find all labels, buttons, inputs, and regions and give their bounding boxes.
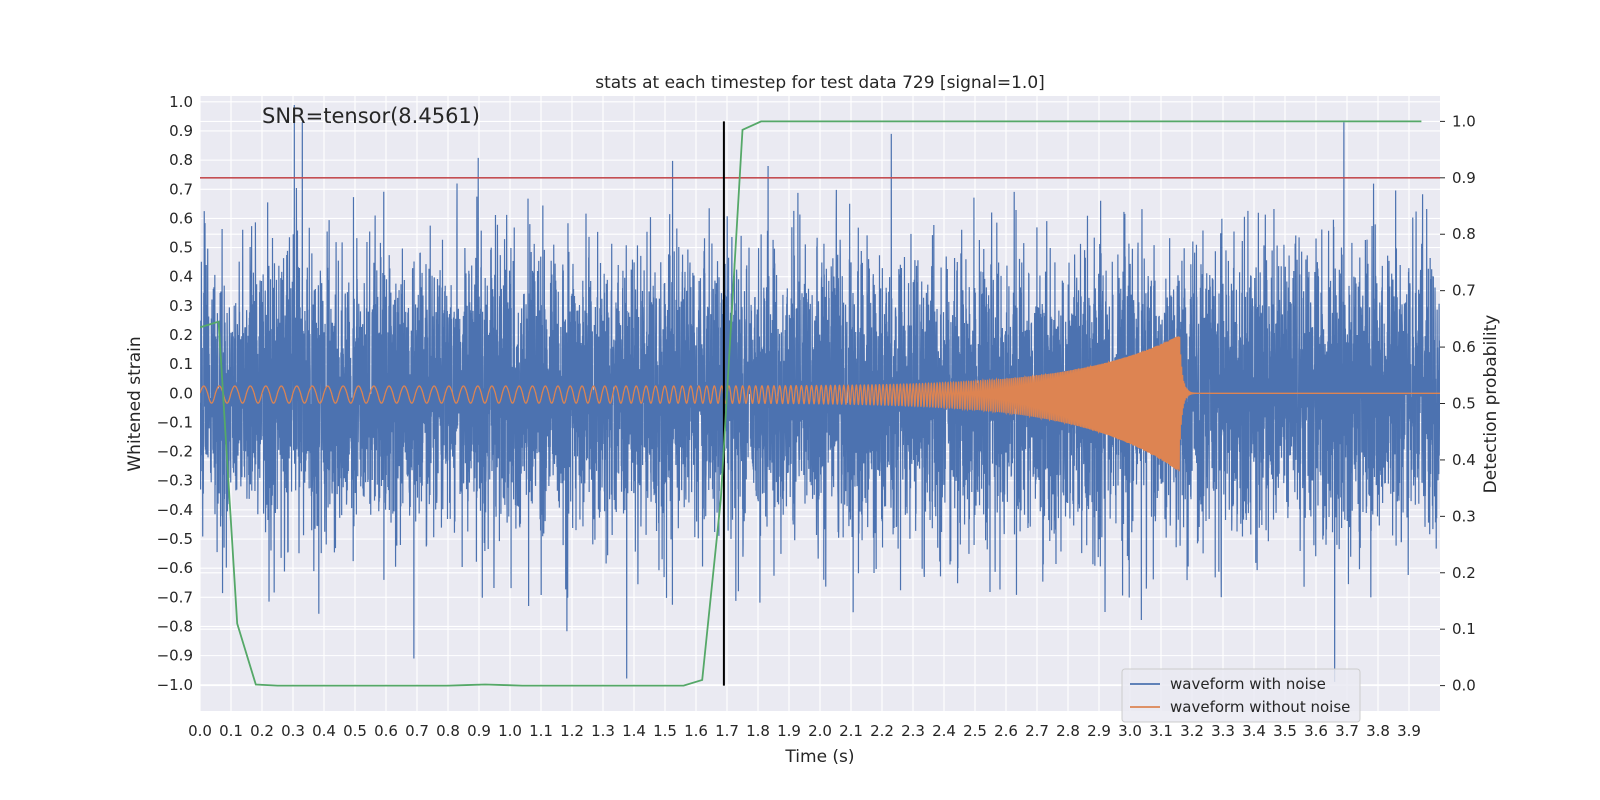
x-tick-label: 0.7 bbox=[405, 722, 429, 740]
x-tick-label: 3.9 bbox=[1397, 722, 1421, 740]
y-right-tick-label: 0.9 bbox=[1452, 169, 1476, 187]
x-axis: 0.0 0.1 0.2 0.3 0.4 0.5 0.6 0.7 0.8 0.9 1.0 1.1 1.2 1… bbox=[188, 722, 1421, 740]
y-axis-label: Whitened strain bbox=[125, 336, 145, 471]
y-tick-label: −0.9 bbox=[157, 647, 193, 665]
x-tick-label: 3.2 bbox=[1180, 722, 1204, 740]
x-tick-label: 0.8 bbox=[436, 722, 460, 740]
x-tick-label: 3.3 bbox=[1211, 722, 1235, 740]
x-tick-label: 2.8 bbox=[1056, 722, 1080, 740]
x-tick-label: 1.4 bbox=[622, 722, 646, 740]
y-tick-label: 0.4 bbox=[169, 268, 193, 286]
x-tick-label: 0.6 bbox=[374, 722, 398, 740]
x-tick-label: 3.7 bbox=[1335, 722, 1359, 740]
y-right-tick-label: 0.8 bbox=[1452, 225, 1476, 243]
y-tick-label: −0.7 bbox=[157, 588, 193, 606]
x-tick-label: 0.1 bbox=[219, 722, 243, 740]
x-tick-label: 1.0 bbox=[498, 722, 522, 740]
y-right-tick-label: 0.7 bbox=[1452, 282, 1476, 300]
legend: waveform with noise waveform without noi… bbox=[1121, 668, 1361, 723]
legend-box bbox=[1121, 668, 1361, 723]
series-line-waveform-with-noise bbox=[200, 105, 1440, 682]
y-right-axis-label: Detection probability bbox=[1481, 315, 1501, 494]
x-tick-label: 2.7 bbox=[1025, 722, 1049, 740]
x-tick-label: 3.1 bbox=[1149, 722, 1173, 740]
y-tick-label: 0.9 bbox=[169, 122, 193, 140]
y-right-tick-label: 0.4 bbox=[1452, 451, 1476, 469]
y-tick-label: −0.5 bbox=[157, 530, 193, 548]
y-axis-left: 1.0 0.9 0.8 0.7 0.6 0.5 0.4 0.3 0.2 0.1 0.0 −0.1 −0.… bbox=[157, 93, 193, 694]
x-tick-label: 2.4 bbox=[932, 722, 956, 740]
x-tick-label: 0.9 bbox=[467, 722, 491, 740]
y-right-tick-label: 0.6 bbox=[1452, 338, 1476, 356]
y-tick-label: 0.6 bbox=[169, 209, 193, 227]
x-tick-label: 2.6 bbox=[994, 722, 1018, 740]
y-tick-label: −0.8 bbox=[157, 617, 193, 635]
y-tick-label: −0.4 bbox=[157, 501, 193, 519]
x-tick-label: 0.0 bbox=[188, 722, 212, 740]
x-tick-label: 0.5 bbox=[343, 722, 367, 740]
y-right-tick-label: 0.5 bbox=[1452, 395, 1476, 413]
x-tick-label: 3.8 bbox=[1366, 722, 1390, 740]
x-tick-label: 2.9 bbox=[1087, 722, 1111, 740]
legend-entry-noise: waveform with noise bbox=[1170, 675, 1326, 693]
x-tick-label: 3.4 bbox=[1242, 722, 1266, 740]
y-right-tick-label: 0.2 bbox=[1452, 564, 1476, 582]
y-tick-label: −0.3 bbox=[157, 472, 193, 490]
y-tick-label: 0.5 bbox=[169, 239, 193, 257]
x-tick-label: 0.4 bbox=[312, 722, 336, 740]
x-tick-label: 3.0 bbox=[1118, 722, 1142, 740]
y-axis-right: 1.0 0.9 0.8 0.7 0.6 0.5 0.4 0.3 0.2 0.1 0.0 bbox=[1440, 112, 1476, 695]
x-tick-label: 2.1 bbox=[839, 722, 863, 740]
x-tick-label: 1.9 bbox=[777, 722, 801, 740]
y-tick-label: 0.8 bbox=[169, 151, 193, 169]
x-tick-label: 0.2 bbox=[250, 722, 274, 740]
x-axis-label: Time (s) bbox=[784, 747, 854, 767]
x-tick-label: 2.2 bbox=[870, 722, 894, 740]
y-right-tick-label: 0.0 bbox=[1452, 677, 1476, 695]
x-tick-label: 1.3 bbox=[591, 722, 615, 740]
x-tick-label: 3.5 bbox=[1273, 722, 1297, 740]
y-tick-label: −0.6 bbox=[157, 559, 193, 577]
y-tick-label: 0.2 bbox=[169, 326, 193, 344]
plot-area bbox=[200, 105, 1440, 687]
y-right-tick-label: 0.1 bbox=[1452, 620, 1476, 638]
y-right-tick-label: 1.0 bbox=[1452, 112, 1476, 130]
y-tick-label: 0.3 bbox=[169, 297, 193, 315]
chart-title: stats at each timestep for test data 729… bbox=[595, 73, 1045, 93]
x-tick-label: 1.5 bbox=[653, 722, 677, 740]
x-tick-label: 0.3 bbox=[281, 722, 305, 740]
x-tick-label: 1.7 bbox=[715, 722, 739, 740]
legend-entry-clean: waveform without noise bbox=[1170, 698, 1350, 716]
x-tick-label: 2.3 bbox=[901, 722, 925, 740]
y-tick-label: 0.7 bbox=[169, 180, 193, 198]
y-tick-label: −0.2 bbox=[157, 443, 193, 461]
x-tick-label: 2.5 bbox=[963, 722, 987, 740]
x-tick-label: 1.6 bbox=[684, 722, 708, 740]
series-line-waveform-without-noise bbox=[200, 336, 1440, 472]
series-line-detection-probability bbox=[200, 120, 1422, 687]
y-right-tick-label: 0.3 bbox=[1452, 507, 1476, 525]
y-tick-label: −0.1 bbox=[157, 413, 193, 431]
x-tick-label: 2.0 bbox=[808, 722, 832, 740]
snr-annotation: SNR=tensor(8.4561) bbox=[262, 104, 480, 128]
x-tick-label: 1.2 bbox=[560, 722, 584, 740]
x-tick-label: 3.6 bbox=[1304, 722, 1328, 740]
x-tick-label: 1.1 bbox=[529, 722, 553, 740]
y-tick-label: 0.1 bbox=[169, 355, 193, 373]
y-tick-label: 1.0 bbox=[169, 93, 193, 111]
x-tick-label: 1.8 bbox=[746, 722, 770, 740]
y-tick-label: 0.0 bbox=[169, 384, 193, 402]
y-tick-label: −1.0 bbox=[157, 676, 193, 694]
